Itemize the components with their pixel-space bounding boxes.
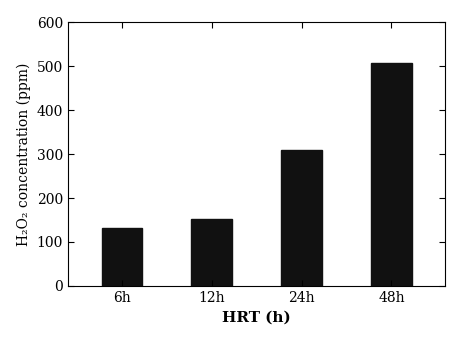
Y-axis label: H₂O₂ concentration (ppm): H₂O₂ concentration (ppm) [17, 62, 31, 246]
Bar [281, 150, 322, 286]
X-axis label: HRT (h): HRT (h) [222, 310, 291, 324]
Bar [371, 63, 412, 286]
Bar [102, 228, 142, 286]
Bar [191, 219, 232, 286]
